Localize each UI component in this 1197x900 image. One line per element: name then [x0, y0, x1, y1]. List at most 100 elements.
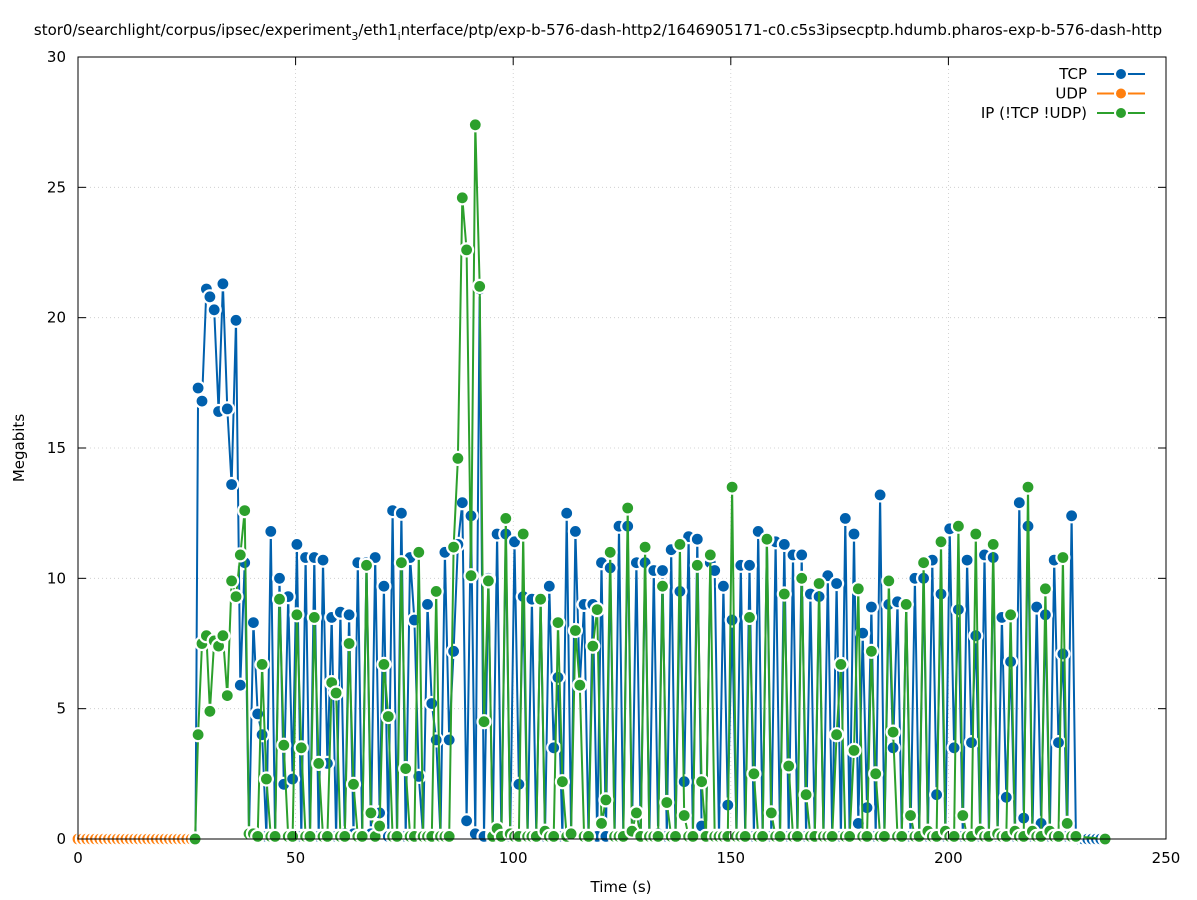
data-point	[933, 534, 949, 550]
data-point	[341, 635, 357, 652]
data-point	[345, 776, 362, 792]
data-point	[702, 547, 718, 563]
x-tick-label: 150	[716, 849, 745, 867]
data-point	[206, 302, 222, 318]
data-point	[202, 289, 218, 305]
data-point	[868, 766, 884, 782]
series-line	[194, 123, 1106, 840]
data-point	[676, 807, 692, 824]
y-tick-label: 10	[47, 569, 66, 587]
data-point	[372, 818, 388, 834]
y-tick-label: 25	[47, 178, 66, 196]
data-point	[946, 740, 962, 756]
data-point	[311, 755, 327, 772]
data-point	[215, 276, 231, 292]
legend-label: IP (!TCP !UDP)	[981, 104, 1087, 122]
data-point	[498, 510, 514, 527]
data-point	[232, 677, 248, 693]
data-point	[741, 557, 758, 573]
data-point	[194, 393, 210, 409]
data-point	[776, 536, 792, 553]
data-point	[302, 828, 318, 845]
y-tick-label: 5	[56, 700, 66, 718]
data-point	[463, 568, 479, 584]
data-point	[532, 591, 549, 607]
data-point	[776, 586, 792, 602]
data-point	[219, 687, 235, 704]
data-point	[289, 536, 305, 553]
data-point	[881, 573, 897, 589]
data-point	[358, 557, 375, 573]
data-point	[841, 828, 858, 845]
data-point	[654, 562, 671, 579]
data-point	[963, 734, 980, 751]
data-point	[863, 599, 880, 615]
data-point	[315, 552, 331, 568]
data-point	[267, 828, 283, 845]
data-point	[685, 828, 701, 845]
data-point	[271, 591, 288, 607]
data-point	[190, 380, 206, 396]
data-point	[398, 760, 414, 777]
data-point	[872, 487, 888, 503]
data-point	[567, 622, 584, 639]
data-point	[850, 581, 866, 597]
data-point	[393, 505, 409, 521]
x-tick-label: 200	[934, 849, 963, 867]
data-point	[689, 557, 705, 573]
data-point	[285, 828, 301, 845]
data-point	[950, 601, 967, 618]
data-point	[598, 792, 614, 808]
data-point	[654, 578, 671, 594]
x-tick-label: 0	[73, 849, 83, 867]
data-point	[794, 547, 810, 563]
data-point	[950, 518, 967, 534]
data-point	[202, 703, 218, 719]
data-point	[589, 601, 605, 618]
x-tick-label: 250	[1152, 849, 1181, 867]
x-axis-label: Time (s)	[590, 878, 652, 896]
data-point	[546, 740, 562, 756]
data-point	[550, 614, 566, 631]
legend-label: TCP	[1058, 65, 1087, 83]
series-line	[78, 282, 1106, 840]
data-point	[428, 732, 444, 748]
data-point	[894, 828, 910, 845]
data-point	[380, 708, 396, 725]
data-point	[759, 531, 775, 547]
data-point	[689, 531, 705, 547]
data-point	[898, 596, 914, 613]
data-point	[659, 794, 675, 811]
data-point	[715, 578, 732, 594]
data-point	[250, 828, 266, 845]
data-point	[232, 547, 248, 563]
data-point	[1050, 828, 1067, 845]
data-point	[828, 575, 845, 592]
legend-marker	[1114, 106, 1128, 120]
legend-label: UDP	[1055, 85, 1087, 103]
data-point	[476, 714, 492, 730]
data-point	[737, 828, 753, 845]
series-2	[187, 117, 1113, 847]
data-point	[968, 526, 984, 542]
y-tick-label: 0	[56, 830, 66, 848]
data-point	[190, 727, 206, 743]
data-point	[667, 828, 684, 845]
data-point	[781, 758, 797, 774]
y-tick-label: 20	[47, 309, 66, 327]
data-point	[424, 695, 440, 712]
data-point	[354, 828, 370, 845]
data-point	[946, 828, 962, 845]
data-point	[541, 578, 557, 594]
data-point	[393, 555, 409, 571]
data-point	[428, 583, 444, 600]
data-point	[271, 570, 288, 586]
data-point	[254, 727, 270, 743]
data-point	[480, 573, 496, 589]
legend-marker	[1114, 67, 1128, 81]
data-point	[915, 555, 932, 571]
data-point	[724, 612, 740, 628]
data-point	[902, 807, 919, 824]
data-point	[546, 828, 562, 845]
